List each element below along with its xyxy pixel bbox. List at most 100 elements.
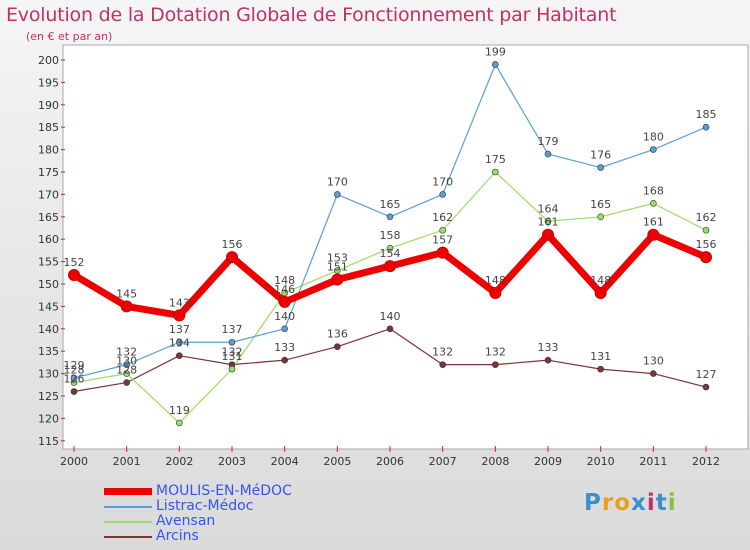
data-point: [597, 365, 604, 373]
y-tick-label: 130: [38, 368, 59, 381]
y-tick-label: 195: [38, 76, 59, 89]
data-label: 128: [116, 364, 137, 377]
data-point: [123, 370, 130, 377]
data-label: 126: [64, 373, 85, 386]
data-label: 140: [274, 310, 295, 323]
data-point: [597, 164, 604, 171]
data-label: 162: [432, 211, 453, 224]
legend-item-moulis: MOULIS-EN-MéDOC: [104, 484, 292, 499]
data-label: 132: [222, 346, 243, 359]
data-label: 168: [643, 184, 664, 197]
x-tick-label: 2009: [534, 455, 562, 468]
data-label: 129: [64, 359, 85, 372]
legend-swatch-avensan: [104, 520, 152, 523]
data-label: 158: [380, 229, 401, 242]
data-point: [278, 295, 291, 308]
y-tick-label: 180: [38, 144, 59, 157]
data-point: [226, 251, 238, 264]
data-label: 164: [538, 202, 559, 215]
data-label: 176: [590, 149, 611, 162]
data-point: [386, 213, 394, 221]
data-label: 133: [274, 341, 295, 354]
data-label: 132: [432, 346, 453, 359]
data-label: 161: [538, 216, 559, 229]
y-tick-label: 120: [38, 412, 59, 425]
data-point: [492, 168, 499, 176]
data-label: 146: [274, 283, 295, 296]
data-point: [228, 365, 236, 373]
x-tick-label: 2006: [376, 455, 404, 468]
data-point: [176, 352, 183, 359]
data-label: 170: [327, 175, 348, 188]
data-label: 170: [432, 175, 453, 188]
data-point: [70, 374, 78, 382]
data-label: 145: [116, 287, 137, 300]
data-point: [544, 356, 552, 364]
data-label: 165: [380, 198, 401, 211]
data-point: [120, 300, 133, 313]
data-label: 132: [485, 346, 506, 359]
data-label: 131: [222, 350, 243, 363]
data-label: 137: [222, 323, 243, 336]
data-point: [386, 325, 394, 333]
data-label: 127: [696, 368, 717, 381]
data-point: [647, 228, 660, 241]
x-tick-label: 2001: [113, 455, 141, 468]
data-label: 137: [169, 323, 190, 336]
x-tick-label: 2010: [587, 455, 615, 468]
y-tick-label: 140: [38, 323, 59, 336]
data-label: 180: [643, 131, 664, 144]
x-tick-label: 2004: [271, 455, 299, 468]
x-tick-label: 2003: [218, 455, 246, 468]
data-label: 185: [696, 108, 717, 121]
data-label: 134: [169, 337, 190, 350]
data-point: [702, 226, 710, 234]
data-label: 179: [538, 135, 559, 148]
legend-item-avensan: Avensan: [104, 514, 292, 529]
data-point: [331, 273, 344, 286]
data-point: [702, 383, 710, 391]
x-tick-label: 2005: [323, 455, 351, 468]
data-point: [176, 338, 183, 346]
y-tick-label: 170: [38, 188, 59, 201]
data-label: 136: [327, 328, 348, 341]
data-point: [650, 200, 657, 207]
y-tick-label: 145: [38, 300, 59, 313]
y-tick-label: 155: [38, 256, 59, 269]
x-tick-label: 2002: [165, 455, 193, 468]
y-tick-label: 160: [38, 233, 59, 246]
x-tick-label: 2007: [429, 455, 457, 468]
data-point: [123, 361, 130, 368]
data-label: 148: [274, 274, 295, 287]
data-label: 143: [169, 296, 190, 309]
data-point: [650, 146, 657, 153]
data-label: 199: [485, 45, 506, 58]
data-point: [439, 226, 446, 234]
legend-label-moulis: MOULIS-EN-MéDOC: [156, 483, 292, 499]
legend: MOULIS-EN-MéDOC Listrac-Médoc Avensan Ar…: [104, 484, 292, 544]
y-tick-label: 150: [38, 278, 59, 291]
y-tick-label: 135: [38, 345, 59, 358]
data-point: [176, 419, 183, 427]
data-label: 130: [643, 355, 664, 368]
chart-title: Evolution de la Dotation Globale de Fonc…: [6, 4, 617, 26]
x-tick-label: 2000: [60, 455, 88, 468]
data-label: 130: [116, 355, 137, 368]
data-label: 133: [538, 341, 559, 354]
data-point: [436, 246, 449, 259]
legend-swatch-arcins: [104, 535, 152, 538]
data-point: [384, 260, 396, 273]
data-label: 152: [64, 256, 85, 269]
x-tick-label: 2011: [639, 455, 667, 468]
y-tick-label: 185: [38, 121, 59, 134]
data-label: 156: [222, 238, 243, 251]
proxiti-logo: Proxiti: [584, 490, 677, 516]
data-point: [594, 286, 607, 299]
data-label: 132: [116, 346, 137, 359]
data-point: [123, 379, 130, 386]
x-tick-label: 2012: [692, 455, 720, 468]
data-point: [492, 61, 499, 68]
y-tick-label: 115: [38, 435, 59, 448]
data-point: [334, 191, 341, 198]
